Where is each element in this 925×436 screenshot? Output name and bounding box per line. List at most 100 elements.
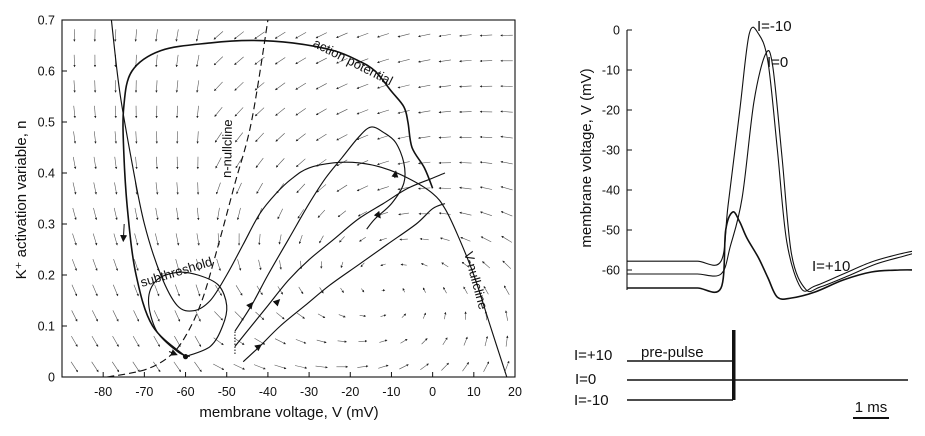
vector-arrow xyxy=(175,29,179,42)
vector-arrow xyxy=(418,110,431,114)
vector-arrow xyxy=(134,29,137,42)
vector-arrow xyxy=(194,361,202,373)
vector-arrow xyxy=(400,263,407,266)
vector-arrow xyxy=(93,131,97,144)
vector-arrow xyxy=(93,156,97,170)
vector-arrow xyxy=(94,105,97,119)
voltage-y-tick-label: -20 xyxy=(602,104,620,118)
vector-arrow xyxy=(397,186,410,191)
vector-arrow xyxy=(319,287,324,294)
vector-arrow xyxy=(418,59,431,63)
y-tick-label: 0.5 xyxy=(38,116,55,130)
vector-arrow xyxy=(296,158,306,168)
vector-arrow xyxy=(295,133,306,142)
vector-arrow xyxy=(134,54,138,68)
vector-arrow xyxy=(438,110,451,114)
vector-arrow xyxy=(295,339,307,344)
vector-arrow xyxy=(500,110,513,113)
annotation-action-potential: action potential xyxy=(311,35,396,88)
vector-arrow xyxy=(277,208,283,220)
vector-arrow xyxy=(295,32,307,39)
vector-arrow xyxy=(113,259,119,271)
vector-arrow xyxy=(397,59,410,63)
x-tick-label: 0 xyxy=(429,385,436,399)
vector-arrow xyxy=(213,363,225,370)
subthreshold-trajectory xyxy=(147,271,228,358)
vector-arrow xyxy=(483,285,489,295)
stim-label-i-0: I=0 xyxy=(575,371,596,388)
vector-arrow xyxy=(337,210,347,218)
vector-arrow xyxy=(315,108,327,116)
vector-arrow xyxy=(482,261,491,269)
annotation-subthreshold: subthreshold xyxy=(138,254,214,290)
vector-arrow xyxy=(339,236,345,243)
vector-arrow xyxy=(133,310,139,322)
vector-arrow xyxy=(254,82,265,91)
vector-arrow xyxy=(112,310,119,322)
vector-arrow xyxy=(502,260,511,269)
vector-arrow xyxy=(316,184,327,193)
vector-arrow xyxy=(484,336,489,347)
trajectory-lower xyxy=(242,203,446,363)
vector-arrow xyxy=(459,59,472,63)
vector-arrow xyxy=(377,58,390,64)
vector-arrow xyxy=(500,211,513,217)
vector-arrow xyxy=(112,284,119,297)
vector-arrow xyxy=(444,311,447,320)
vector-arrow xyxy=(234,107,244,117)
vector-arrow xyxy=(399,364,409,370)
vector-arrow xyxy=(439,237,450,241)
vector-arrow xyxy=(153,310,160,322)
vector-arrow xyxy=(213,31,224,40)
prepulse-label: pre-pulse xyxy=(641,344,704,361)
vector-arrow xyxy=(236,207,241,221)
vector-arrow xyxy=(279,260,282,270)
trace-i-0 xyxy=(627,50,912,293)
vector-arrow xyxy=(417,136,431,140)
vector-arrow xyxy=(463,336,468,346)
vector-arrow xyxy=(422,312,426,319)
vector-field xyxy=(70,29,513,373)
vector-arrow xyxy=(357,211,368,217)
x-tick-label: -10 xyxy=(382,385,400,399)
vector-arrow xyxy=(400,339,408,344)
vector-arrow xyxy=(196,105,199,119)
vector-arrow xyxy=(336,58,348,64)
stim-label-i-plus-10: I=+10 xyxy=(574,347,612,364)
trajectory-loop xyxy=(234,126,406,332)
vector-arrow xyxy=(359,314,367,318)
vector-arrow xyxy=(174,284,180,297)
vector-arrow xyxy=(132,361,140,373)
vector-arrow xyxy=(397,33,410,38)
voltage-y-tick-label: 0 xyxy=(613,24,620,38)
vector-arrow xyxy=(71,284,78,297)
vector-arrow xyxy=(296,183,306,194)
y-tick-label: 0.4 xyxy=(38,167,55,181)
vector-arrow xyxy=(114,105,117,119)
vector-arrow xyxy=(135,156,138,170)
vector-arrow xyxy=(420,263,428,267)
vector-arrow xyxy=(112,335,119,347)
vector-arrow xyxy=(356,134,369,140)
direction-arrow xyxy=(246,301,254,310)
trace-label-i-plus-10: I=+10 xyxy=(812,258,850,275)
phase-plot-frame xyxy=(61,19,516,378)
stim-label-i-minus-10: I=-10 xyxy=(574,392,609,409)
vector-arrow xyxy=(70,361,78,373)
vector-arrow xyxy=(379,339,388,343)
vector-arrow xyxy=(505,335,509,347)
y-tick-label: 0.6 xyxy=(38,65,55,79)
vector-arrow xyxy=(380,263,386,267)
vector-arrow xyxy=(319,235,324,244)
vector-arrow xyxy=(72,207,77,221)
vector-arrow xyxy=(114,156,118,170)
trace-i-plus-10 xyxy=(627,211,912,300)
vector-arrow xyxy=(504,360,510,373)
vector-arrow xyxy=(194,335,202,347)
vector-arrow xyxy=(216,207,220,221)
vector-arrow xyxy=(155,156,159,170)
vector-arrow xyxy=(195,310,201,322)
vector-arrow xyxy=(275,107,286,116)
vector-arrow xyxy=(358,339,368,343)
